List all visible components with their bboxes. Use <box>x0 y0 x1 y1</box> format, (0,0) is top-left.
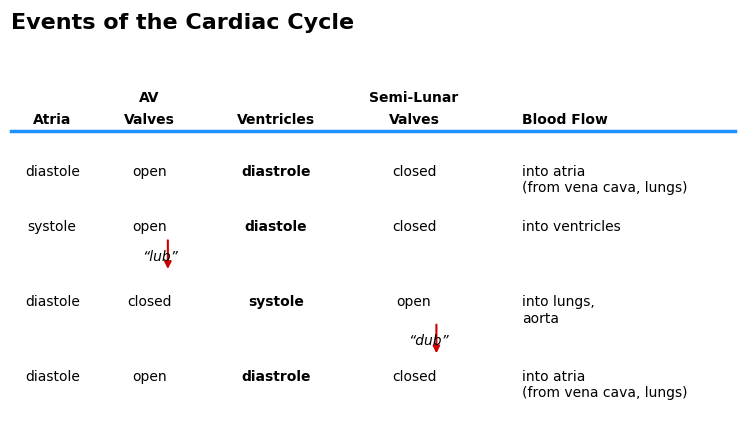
Text: diastole: diastole <box>245 220 307 235</box>
Text: into atria
(from vena cava, lungs): into atria (from vena cava, lungs) <box>522 370 688 401</box>
Text: diastrole: diastrole <box>241 370 311 384</box>
Text: Valves: Valves <box>124 113 175 128</box>
Text: closed: closed <box>127 295 172 309</box>
Text: closed: closed <box>392 220 436 235</box>
Text: open: open <box>132 370 166 384</box>
Text: Ventricles: Ventricles <box>237 113 315 128</box>
Text: open: open <box>397 295 431 309</box>
Text: Semi-Lunar: Semi-Lunar <box>369 91 459 105</box>
Text: “dub”: “dub” <box>409 334 449 348</box>
Text: into ventricles: into ventricles <box>522 220 621 235</box>
Text: diastole: diastole <box>25 295 80 309</box>
Text: closed: closed <box>392 165 436 179</box>
Text: Events of the Cardiac Cycle: Events of the Cardiac Cycle <box>11 13 354 33</box>
Text: open: open <box>132 165 166 179</box>
Text: Atria: Atria <box>33 113 72 128</box>
Text: open: open <box>132 220 166 235</box>
Text: closed: closed <box>392 370 436 384</box>
Text: into atria
(from vena cava, lungs): into atria (from vena cava, lungs) <box>522 165 688 195</box>
Text: diastole: diastole <box>25 370 80 384</box>
Text: Valves: Valves <box>389 113 439 128</box>
Text: “lub”: “lub” <box>142 250 178 265</box>
Text: Blood Flow: Blood Flow <box>522 113 608 128</box>
Text: systole: systole <box>28 220 77 235</box>
Text: diastole: diastole <box>25 165 80 179</box>
Text: diastrole: diastrole <box>241 165 311 179</box>
Text: AV: AV <box>139 91 160 105</box>
Text: into lungs,
aorta: into lungs, aorta <box>522 295 595 326</box>
Text: systole: systole <box>248 295 304 309</box>
